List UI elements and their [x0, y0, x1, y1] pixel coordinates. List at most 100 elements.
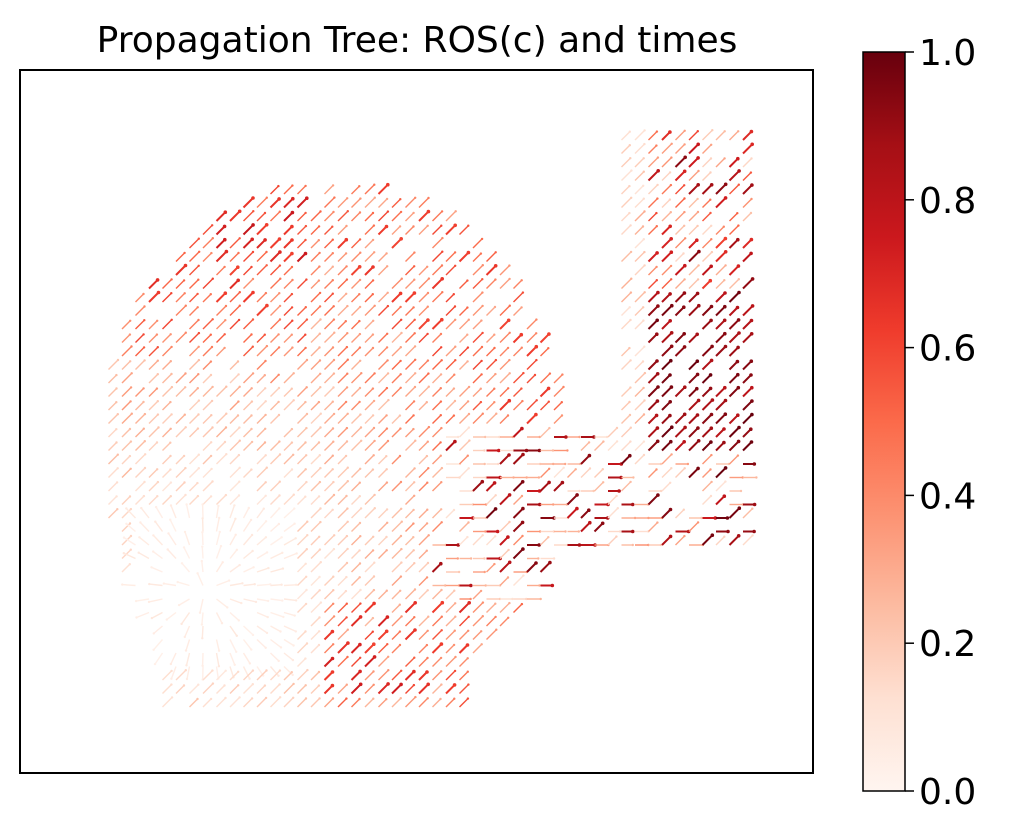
quiver-arrowhead [278, 507, 281, 510]
quiver-arrow [459, 630, 469, 640]
quiver-arrowhead [237, 209, 242, 214]
quiver-arrow [378, 440, 389, 451]
quiver-arrow [310, 333, 321, 343]
quiver-arrowhead [331, 508, 334, 511]
quiver-arrow [242, 519, 252, 532]
quiver-arrowhead [330, 656, 335, 661]
quiver-arrowhead [125, 507, 128, 510]
quiver-arrowhead [237, 373, 240, 376]
quiver-arrowhead [115, 373, 118, 377]
quiver-arrowhead [156, 290, 161, 295]
quiver-arrowhead [749, 251, 753, 256]
quiver-arrowhead [305, 412, 309, 416]
quiver-arrow [121, 320, 131, 330]
quiver-arrowhead [278, 264, 282, 267]
quiver-arrowhead [453, 223, 458, 228]
quiver-arrow [243, 566, 254, 573]
quiver-arrowhead [143, 305, 146, 308]
quiver-arrowhead [629, 224, 632, 227]
quiver-arrowhead [700, 516, 703, 520]
quiver-arrowhead [400, 669, 403, 672]
quiver-arrowhead [521, 547, 525, 551]
quiver-arrowhead [319, 561, 322, 564]
quiver-arrow [170, 652, 177, 665]
quiver-arrow [674, 426, 686, 438]
quiver-arrowhead [537, 448, 542, 453]
quiver-arrow [324, 305, 335, 316]
quiver-arrowhead [332, 440, 335, 443]
quiver-arrow [553, 481, 564, 492]
quiver-arrowhead [156, 359, 159, 362]
quiver-arrow [310, 239, 320, 249]
quiver-arrow [661, 143, 673, 154]
quiver-arrowhead [319, 601, 323, 604]
quiver-arrow [229, 666, 235, 678]
quiver-arrowhead [331, 468, 334, 471]
quiver-arrow [404, 292, 416, 303]
quiver-arrow [283, 320, 293, 330]
quiver-arrowhead [506, 318, 511, 323]
quiver-arrowhead [655, 144, 658, 147]
quiver-arrow [202, 400, 213, 411]
quiver-arrow [405, 345, 416, 357]
quiver-arrow [378, 387, 388, 397]
quiver-arrowhead [709, 198, 712, 201]
quiver-arrow [121, 468, 132, 478]
quiver-arrowhead [332, 210, 335, 214]
quiver-arrow [378, 265, 388, 276]
quiver-arrowhead [344, 454, 348, 458]
quiver-arrowhead [495, 628, 498, 631]
quiver-arrowhead [697, 264, 700, 267]
quiver-arrowhead [631, 543, 634, 547]
quiver-arrowhead [150, 566, 153, 569]
quiver-arrow [270, 598, 283, 602]
quiver-arrowhead [412, 225, 415, 228]
quiver-arrowhead [169, 518, 172, 521]
quiver-arrow [364, 684, 375, 694]
quiver-arrow [337, 359, 349, 370]
quiver-arrow [391, 428, 401, 438]
quiver-arrowhead [507, 548, 510, 552]
quiver-arrowhead [453, 697, 456, 700]
quiver-arrowhead [615, 440, 619, 443]
quiver-arrow [742, 252, 752, 263]
quiver-arrow [445, 251, 456, 262]
quiver-arrowhead [358, 346, 362, 349]
quiver-arrow [283, 552, 297, 560]
quiver-arrow [175, 292, 186, 303]
quiver-arrow [364, 643, 375, 654]
quiver-arrow [351, 238, 361, 249]
quiver-arrowhead [359, 507, 363, 510]
quiver-arrow [167, 533, 177, 546]
quiver-arrow [350, 683, 362, 695]
quiver-arrowhead [304, 346, 307, 350]
quiver-arrow [445, 306, 456, 316]
quiver-arrow [701, 345, 713, 357]
quiver-arrow [459, 307, 468, 316]
quiver-arrow [512, 507, 524, 519]
quiver-arrowhead [306, 668, 309, 672]
quiver-arrowhead [237, 670, 240, 673]
quiver-arrowhead [304, 333, 307, 336]
plot-frame [19, 69, 814, 774]
quiver-arrow [216, 347, 226, 357]
quiver-arrow [229, 684, 239, 694]
quiver-arrowhead [723, 344, 728, 349]
quiver-arrowhead [683, 224, 686, 227]
quiver-arrow [715, 197, 727, 209]
quiver-arrow [323, 671, 334, 681]
quiver-arrow [337, 508, 348, 519]
quiver-arrowhead [521, 506, 525, 511]
quiver-arrowhead [156, 373, 159, 376]
quiver-arrowhead [386, 521, 389, 524]
quiver-arrowhead [723, 182, 728, 187]
quiver-arrow [324, 266, 334, 276]
quiver-arrow [283, 671, 293, 681]
quiver-arrow [405, 562, 415, 573]
quiver-arrow [405, 400, 415, 411]
quiver-arrow [148, 373, 159, 384]
quiver-arrow [229, 210, 241, 222]
quiver-arrow [270, 670, 281, 681]
quiver-arrowhead [749, 373, 753, 377]
quiver-arrow [229, 305, 241, 316]
